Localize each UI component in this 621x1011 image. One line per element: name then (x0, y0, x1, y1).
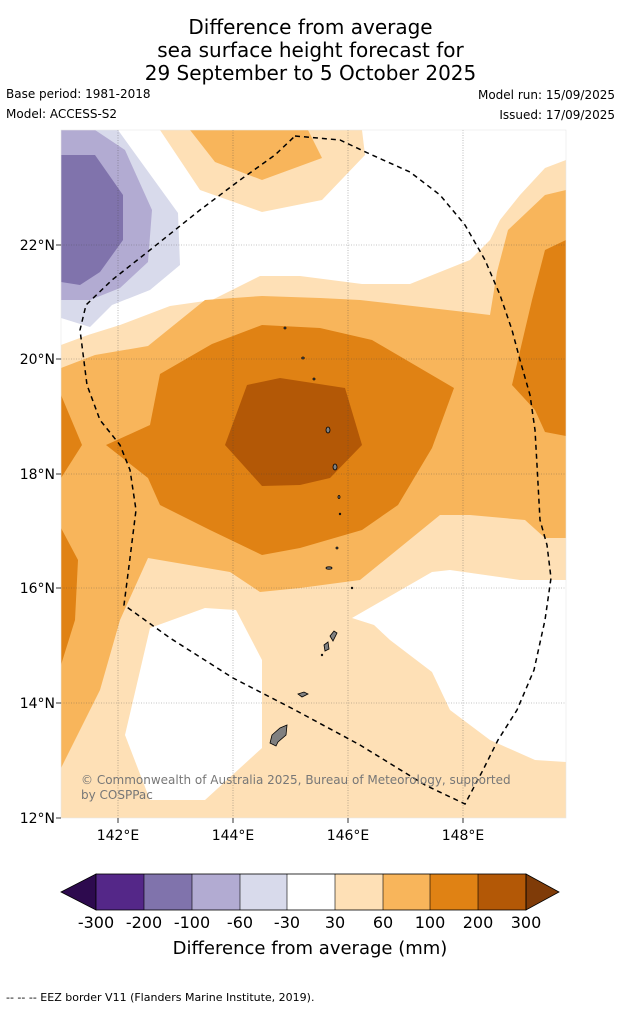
band-100-200-west (61, 395, 82, 478)
band-100-200-southwest (61, 528, 78, 665)
small-island (350, 586, 354, 590)
colorbar-tick-3: -100 (174, 913, 210, 932)
lat-label-16: 16°N (20, 581, 55, 597)
colorbar-seg-8 (430, 874, 478, 910)
neutral-area-southeast (352, 570, 566, 762)
colorbar-tick-10: 300 (511, 913, 542, 932)
eez-border (79, 135, 552, 805)
copyright-line-2: by COSPPac (81, 788, 153, 802)
colorbar-seg-9 (478, 874, 526, 910)
model-name: Model: ACCESS-S2 (6, 107, 118, 121)
tinian-island (323, 641, 330, 652)
islands (269, 326, 354, 747)
uracas-island (301, 356, 305, 360)
neutral-area-southwest (125, 608, 262, 800)
band-60-100-north (190, 130, 322, 180)
issued-date: Issued: 17/09/2025 (499, 108, 615, 122)
eez-note: -- -- -- EEZ border V11 (Flanders Marine… (6, 991, 315, 1004)
lat-label-20: 20°N (20, 352, 55, 368)
guguan-island (338, 512, 342, 516)
agrihan-island (325, 426, 331, 434)
colorbar-tick-1: -300 (78, 913, 114, 932)
neutral-area-north (61, 130, 566, 345)
graticule (61, 130, 566, 818)
colorbar-seg-4 (240, 874, 287, 910)
colorbar-tick-6: 30 (325, 913, 345, 932)
colorbar-seg-5 (287, 874, 335, 910)
colorbar-tick-8: 100 (415, 913, 446, 932)
lat-label-12: 12°N (20, 811, 55, 827)
rota-island (297, 691, 309, 698)
colorbar-seg-3 (192, 874, 240, 910)
copyright-line-1: © Commonwealth of Australia 2025, Bureau… (81, 773, 511, 787)
lat-label-18: 18°N (20, 467, 55, 483)
band-100-200-east (512, 240, 566, 436)
title-line-3: 29 September to 5 October 2025 (144, 61, 477, 85)
saipan-island (329, 630, 338, 642)
colorbar-tick-4: -60 (227, 913, 253, 932)
axis-ticks (56, 244, 464, 823)
colorbar (60, 873, 560, 911)
base-period: Base period: 1981-2018 (6, 87, 151, 101)
negative-anomaly-inner (61, 155, 123, 285)
colorbar-seg-2 (144, 874, 192, 910)
colorbar-tick-9: 200 (463, 913, 494, 932)
asuncion-island (283, 326, 287, 330)
colorbar-min-extend (60, 873, 97, 911)
lon-label-148: 148°E (442, 828, 485, 844)
colorbar-seg-1 (96, 874, 144, 910)
colorbar-label: Difference from average (mm) (173, 938, 448, 959)
lon-label-144: 144°E (212, 828, 255, 844)
anatahan-island (325, 566, 333, 570)
contour-fill: © Commonwealth of Australia 2025, Bureau… (61, 130, 566, 818)
guam-island (269, 724, 288, 747)
colorbar-frame (95, 873, 527, 911)
colorbar-seg-7 (383, 874, 430, 910)
sarigan-island (335, 546, 339, 550)
lon-label-142: 142°E (97, 828, 140, 844)
band-200-300-core (225, 378, 362, 486)
colorbar-seg-6 (335, 874, 383, 910)
lat-label-22: 22°N (20, 238, 55, 254)
title-line-1: Difference from average (188, 15, 433, 39)
title-line-2: sea surface height forecast for (157, 38, 464, 62)
maug-island (312, 377, 316, 381)
colorbar-tick-7: 60 (373, 913, 393, 932)
colorbar-tick-2: -200 (126, 913, 162, 932)
model-run: Model run: 15/09/2025 (477, 88, 615, 102)
lat-label-14: 14°N (20, 696, 55, 712)
colorbar-tick-5: -30 (274, 913, 300, 932)
lon-label-146: 146°E (327, 828, 370, 844)
farallon-island (320, 653, 324, 657)
alamagan-island (337, 495, 341, 499)
pagan-island (332, 463, 338, 471)
colorbar-max-extend (525, 873, 560, 911)
